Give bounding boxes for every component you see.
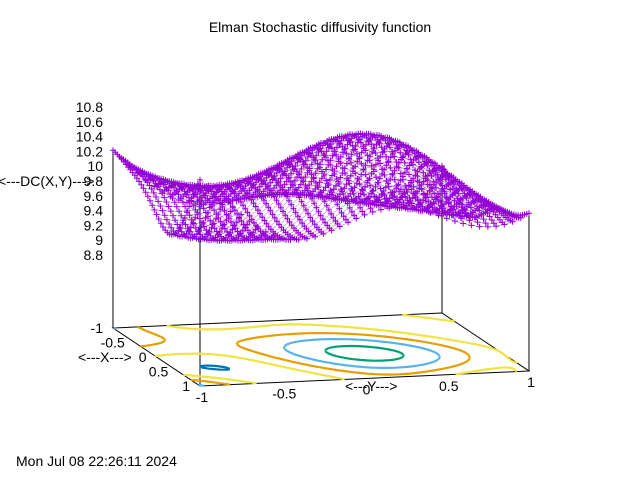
contour-line bbox=[324, 344, 405, 362]
chart-axes bbox=[111, 150, 531, 387]
x-axis-label: <---X---> bbox=[78, 349, 132, 365]
y-tick-label: 0 bbox=[363, 382, 371, 398]
x-tick-label: -1 bbox=[91, 320, 104, 336]
z-tick-label: 9.6 bbox=[84, 188, 104, 204]
z-tick-label: 10.6 bbox=[76, 114, 103, 130]
contour-line bbox=[137, 325, 471, 386]
surface-points bbox=[110, 130, 532, 244]
z-tick-label: 9.2 bbox=[84, 217, 104, 233]
z-tick-label: 9 bbox=[95, 232, 103, 248]
chart-title: Elman Stochastic diffusivity function bbox=[209, 19, 431, 35]
z-tick-label: 9.8 bbox=[84, 173, 104, 189]
x-tick-label: 1 bbox=[182, 378, 190, 394]
y-tick-label: -1 bbox=[196, 389, 209, 405]
x-tick-label: 0.5 bbox=[149, 364, 169, 380]
contour-line bbox=[198, 364, 231, 371]
contour-line bbox=[154, 313, 518, 385]
z-axis-label: <---DC(X,Y)---> bbox=[0, 173, 94, 189]
y-tick-label: -0.5 bbox=[272, 385, 296, 401]
contour-map bbox=[113, 313, 518, 387]
z-tick-label: 8.8 bbox=[84, 247, 104, 263]
y-tick-label: 1 bbox=[527, 374, 535, 390]
tick-labels: 8.899.29.49.69.81010.210.410.610.8-1-0.5… bbox=[76, 99, 535, 405]
z-tick-label: 9.4 bbox=[84, 203, 104, 219]
x-tick-label: 0 bbox=[139, 349, 147, 365]
z-tick-label: 10.8 bbox=[76, 99, 103, 115]
surface-mesh bbox=[110, 130, 532, 244]
timestamp: Mon Jul 08 22:26:11 2024 bbox=[16, 453, 177, 469]
contour-line bbox=[113, 327, 441, 387]
z-tick-label: 10.2 bbox=[76, 143, 103, 159]
z-tick-label: 10 bbox=[87, 158, 103, 174]
z-tick-label: 10.4 bbox=[76, 129, 103, 145]
y-tick-label: 0.5 bbox=[439, 378, 459, 394]
x-tick-label: -0.5 bbox=[101, 335, 125, 351]
y-axis-label: <---Y---> bbox=[345, 378, 397, 394]
